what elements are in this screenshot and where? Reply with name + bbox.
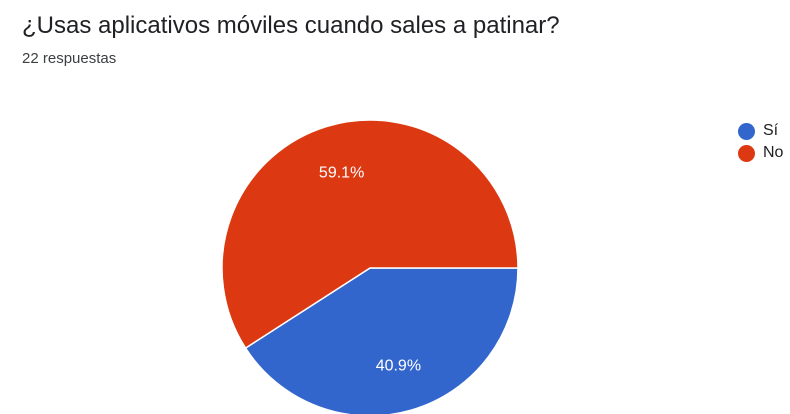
legend-swatch-si (738, 122, 755, 140)
chart-title: ¿Usas aplicativos móviles cuando sales a… (22, 12, 560, 39)
legend-item-si[interactable]: Sí (738, 120, 783, 142)
legend-item-no[interactable]: No (738, 142, 783, 164)
response-count: 22 respuestas (22, 50, 117, 67)
chart-legend: Sí No (738, 120, 783, 164)
slice-no[interactable] (221, 119, 519, 350)
legend-swatch-no (738, 144, 755, 162)
slice-label-si: 40.9% (376, 358, 421, 375)
legend-label-no: No (763, 144, 784, 161)
slice-label-no: 59.1% (319, 164, 364, 181)
legend-label-si: Sí (763, 122, 779, 139)
